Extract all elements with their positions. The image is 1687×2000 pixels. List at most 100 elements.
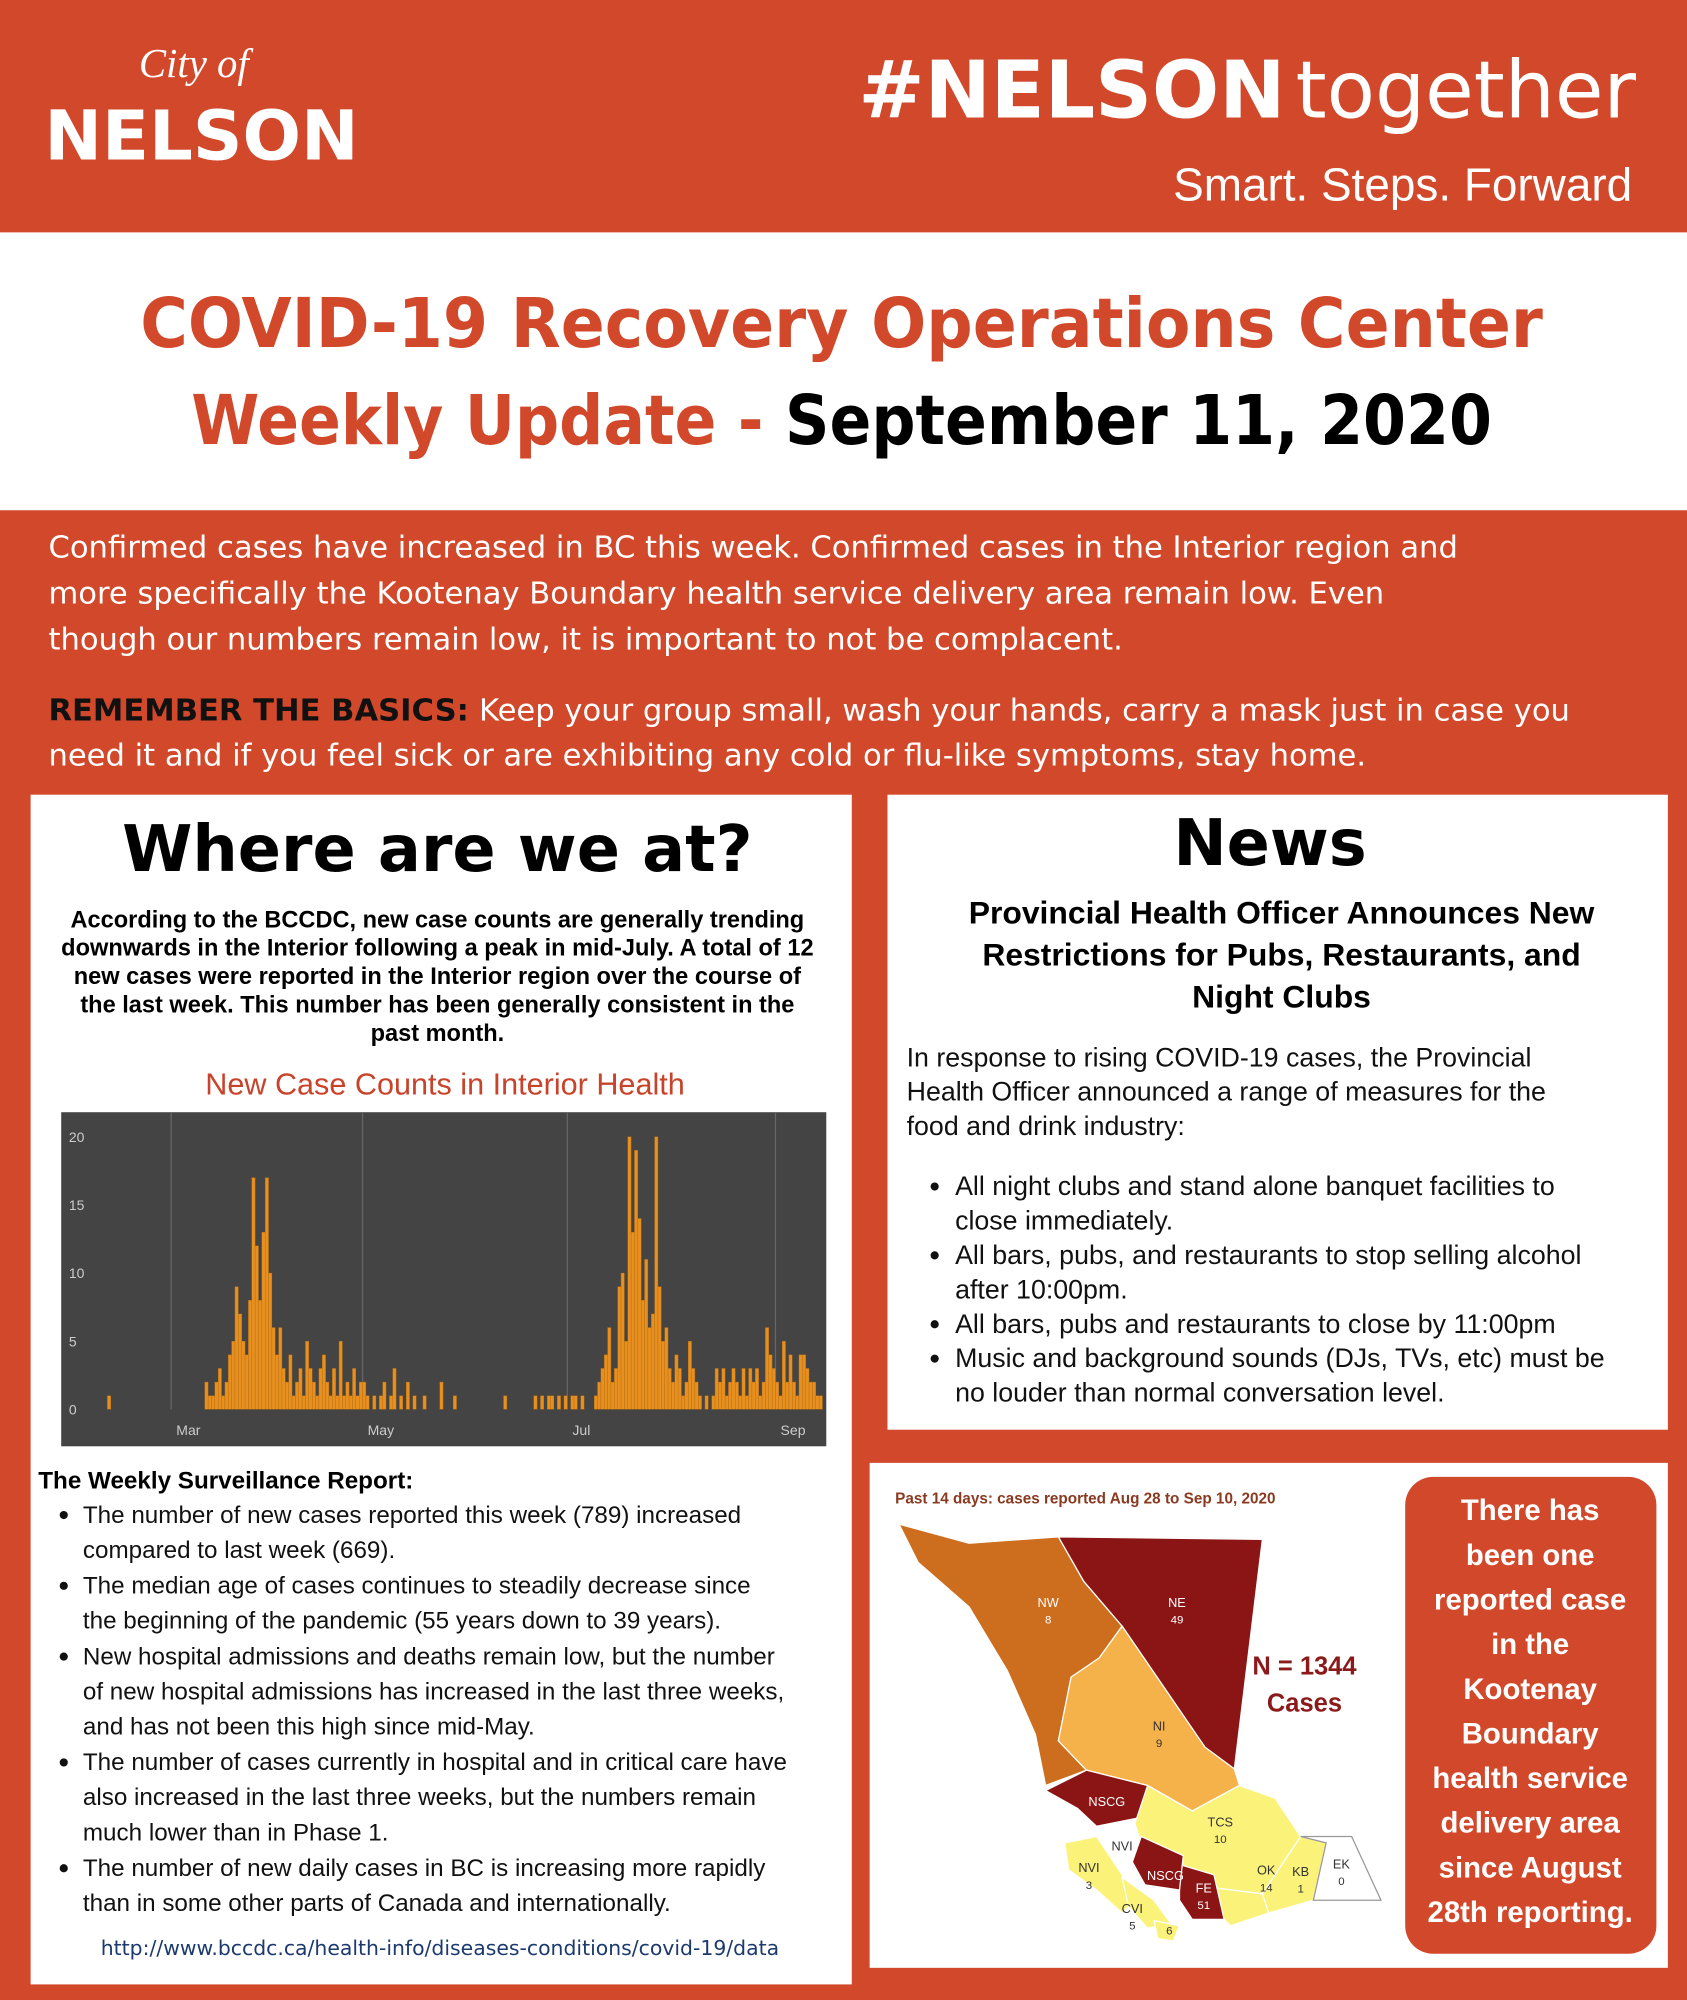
bar xyxy=(338,1340,343,1410)
bar xyxy=(231,1340,236,1410)
bar xyxy=(221,1395,226,1410)
report-heading: The Weekly Surveillance Report: xyxy=(38,1467,413,1494)
header-band xyxy=(0,0,1687,233)
bar xyxy=(399,1395,404,1410)
bar xyxy=(224,1381,229,1410)
region-label: NSCG xyxy=(1147,1868,1184,1883)
bar xyxy=(372,1395,377,1410)
bullet-text: close immediately. xyxy=(955,1206,1173,1236)
bullet-dot xyxy=(59,1581,68,1590)
bar xyxy=(288,1354,293,1410)
map-total-unit: Cases xyxy=(1267,1690,1342,1718)
intro-line: Confirmed cases have increased in BC thi… xyxy=(48,531,1457,566)
bar xyxy=(392,1368,397,1410)
region-label: NE xyxy=(1168,1595,1186,1610)
map-region xyxy=(1300,1835,1382,1901)
bar xyxy=(275,1354,279,1410)
bullet-text: The number of cases currently in hospita… xyxy=(83,1749,787,1776)
title-prefix: Weekly Update - xyxy=(191,381,785,461)
bullet-text: and has not been this high since mid-May… xyxy=(83,1713,535,1740)
bar xyxy=(781,1340,786,1410)
bullet-dot xyxy=(59,1758,68,1767)
bullet-dot xyxy=(930,1354,939,1363)
map-caption: Past 14 days: cases reported Aug 28 to S… xyxy=(895,1491,1275,1508)
region-count: 51 xyxy=(1197,1900,1210,1912)
bullet-text: than in some other parts of Canada and i… xyxy=(83,1890,671,1917)
chart-title: New Case Counts in Interior Health xyxy=(205,1067,685,1101)
summary-line: new cases were reported in the Interior … xyxy=(74,963,801,989)
bar xyxy=(325,1381,330,1410)
bar xyxy=(570,1395,575,1410)
callout-line: There has xyxy=(1461,1494,1599,1527)
bar xyxy=(748,1368,753,1410)
x-tick-label: Mar xyxy=(176,1422,200,1438)
bullet-dot xyxy=(59,1510,68,1520)
map-region xyxy=(1131,1835,1185,1891)
bar xyxy=(298,1368,303,1410)
bar xyxy=(348,1395,353,1410)
bullet-text: the beginning of the pandemic (55 years … xyxy=(83,1608,721,1635)
bar xyxy=(647,1327,652,1410)
hashtag-main: #NELSON xyxy=(858,45,1285,137)
bar xyxy=(698,1395,702,1410)
bar xyxy=(328,1395,333,1410)
bar xyxy=(254,1245,259,1410)
bar xyxy=(285,1381,289,1410)
bar xyxy=(627,1136,632,1410)
intro-line: more specifically the Kootenay Boundary … xyxy=(48,576,1384,611)
logo-big: NELSON xyxy=(44,97,358,177)
region-label: TCS xyxy=(1208,1814,1234,1829)
bar xyxy=(768,1354,773,1410)
bar xyxy=(422,1395,427,1410)
bar xyxy=(271,1327,276,1410)
y-tick-label: 10 xyxy=(69,1265,85,1281)
bar xyxy=(593,1395,598,1410)
bar xyxy=(620,1272,625,1410)
bar xyxy=(771,1368,776,1410)
bar xyxy=(711,1395,716,1410)
bar xyxy=(818,1395,823,1410)
bullet-dot xyxy=(59,1652,68,1661)
news-intro: In response to rising COVID-19 cases, th… xyxy=(907,1042,1532,1072)
logo-small: City of xyxy=(139,41,255,86)
bar xyxy=(365,1395,370,1410)
bar xyxy=(352,1368,357,1410)
bullet-dot xyxy=(930,1251,939,1260)
bar xyxy=(342,1395,346,1410)
bar xyxy=(617,1286,622,1410)
bullet-text: The median age of cases continues to ste… xyxy=(83,1573,751,1600)
bar xyxy=(741,1368,746,1410)
bar xyxy=(724,1395,729,1410)
bc-map xyxy=(897,1523,1382,1942)
bar xyxy=(765,1327,769,1410)
bar xyxy=(214,1381,219,1410)
y-tick-label: 5 xyxy=(69,1333,77,1349)
title-band xyxy=(0,232,1687,511)
bar xyxy=(805,1368,810,1410)
bullet-text: The number of new daily cases in BC is i… xyxy=(83,1855,766,1882)
map-region xyxy=(1153,1919,1181,1942)
tagline: Smart. Steps. Forward xyxy=(1173,158,1632,210)
hashtag: #NELSON together xyxy=(858,45,1636,137)
bar xyxy=(795,1395,800,1410)
region-label: NVI xyxy=(1111,1839,1132,1854)
bar xyxy=(281,1368,286,1410)
bar xyxy=(251,1177,256,1410)
bar xyxy=(661,1340,665,1410)
intro-line: though our numbers remain low, it is imp… xyxy=(48,622,1122,657)
region-label: NI xyxy=(1153,1719,1166,1734)
section-heading: News xyxy=(1173,807,1366,881)
bar xyxy=(677,1368,682,1410)
bar xyxy=(278,1327,283,1410)
bar xyxy=(107,1395,111,1410)
bar xyxy=(207,1395,212,1410)
bar xyxy=(657,1286,662,1410)
bar xyxy=(452,1395,457,1410)
bar xyxy=(332,1368,336,1410)
bar xyxy=(758,1395,763,1410)
bar xyxy=(362,1381,367,1410)
bar xyxy=(355,1395,360,1410)
region-count: 10 xyxy=(1214,1834,1227,1846)
source-link: http://www.bccdc.ca/health-info/diseases… xyxy=(101,1936,779,1960)
